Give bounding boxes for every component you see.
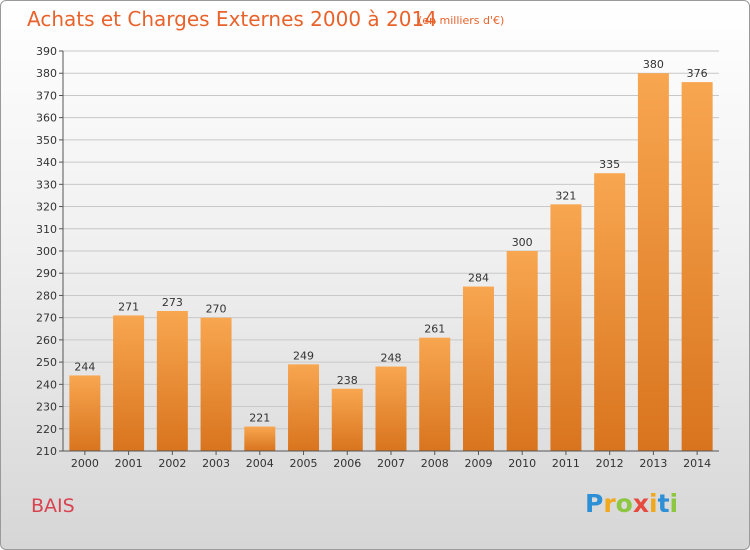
- y-tick-label: 210: [36, 445, 57, 458]
- y-tick-label: 240: [36, 378, 57, 391]
- y-tick-label: 360: [36, 112, 57, 125]
- data-label: 270: [206, 303, 227, 316]
- bar-2007: [375, 366, 407, 451]
- logo-letter: x: [632, 489, 649, 518]
- bar-2010: [506, 251, 538, 451]
- bar-2013: [637, 73, 669, 451]
- x-tick-label: 2013: [639, 457, 667, 470]
- data-label: 271: [118, 300, 139, 313]
- bars: 244 271 273 270 221 249 238 248 261 284 300 321 335 3…: [69, 58, 713, 451]
- bar-2011: [550, 204, 582, 451]
- x-tick-label: 2012: [596, 457, 624, 470]
- logo-letter: t: [657, 489, 670, 518]
- logo-letter: i: [669, 489, 679, 518]
- y-tick-label: 390: [36, 45, 57, 58]
- bar-2009: [462, 286, 494, 451]
- bar-2014: [681, 82, 713, 451]
- data-label: 244: [74, 360, 95, 373]
- data-label: 284: [468, 272, 489, 285]
- y-tick-label: 350: [36, 134, 57, 147]
- logo-letter: P: [585, 489, 604, 518]
- chart-title: Achats et Charges Externes 2000 à 2014: [27, 7, 437, 31]
- bar-2006: [331, 388, 363, 451]
- x-tick-label: 2011: [552, 457, 580, 470]
- data-label: 261: [424, 323, 445, 336]
- data-label: 221: [249, 412, 270, 425]
- logo-letter: r: [603, 489, 616, 518]
- x-tick-label: 2010: [508, 457, 536, 470]
- x-tick-label: 2007: [377, 457, 405, 470]
- data-label: 321: [555, 189, 576, 202]
- y-tick-label: 250: [36, 356, 57, 369]
- bar-2004: [244, 426, 276, 451]
- y-tick-label: 330: [36, 178, 57, 191]
- y-tick-label: 300: [36, 245, 57, 258]
- data-label: 273: [162, 296, 183, 309]
- y-tick-label: 270: [36, 312, 57, 325]
- bar-2003: [200, 317, 232, 451]
- data-label: 238: [337, 374, 358, 387]
- data-label: 380: [643, 58, 664, 71]
- logo-letter: i: [649, 489, 658, 518]
- y-tick-label: 370: [36, 89, 57, 102]
- y-tick-label: 260: [36, 334, 57, 347]
- bar-2001: [113, 315, 145, 451]
- bar-2002: [156, 311, 188, 451]
- x-tick-label: 2004: [246, 457, 274, 470]
- data-label: 248: [381, 352, 402, 365]
- data-label: 300: [512, 236, 533, 249]
- x-tick-label: 2008: [421, 457, 449, 470]
- y-tick-label: 280: [36, 289, 57, 302]
- proxiti-logo[interactable]: Proxiti: [585, 489, 678, 518]
- y-tick-label: 380: [36, 67, 57, 80]
- x-tick-label: 2002: [158, 457, 186, 470]
- logo-letter: o: [615, 489, 633, 518]
- x-tick-label: 2000: [71, 457, 99, 470]
- x-tick-label: 2006: [333, 457, 361, 470]
- y-tick-label: 230: [36, 401, 57, 414]
- y-tick-label: 220: [36, 423, 57, 436]
- bar-2012: [594, 173, 626, 451]
- chart-subtitle: (en milliers d'€): [418, 14, 505, 27]
- data-label: 376: [687, 67, 708, 80]
- data-label: 335: [599, 158, 620, 171]
- bar-2000: [69, 375, 101, 451]
- x-tick-label: 2009: [464, 457, 492, 470]
- y-tick-label: 290: [36, 267, 57, 280]
- bar-2005: [288, 364, 320, 451]
- x-tick-label: 2003: [202, 457, 230, 470]
- bar-2008: [419, 337, 451, 451]
- y-tick-label: 340: [36, 156, 57, 169]
- axes: 210 220 230 240 250 260 270 280 290 300 310 320 330 3…: [36, 45, 719, 470]
- x-tick-label: 2001: [115, 457, 143, 470]
- y-tick-label: 320: [36, 201, 57, 214]
- data-label: 249: [293, 349, 314, 362]
- x-tick-label: 2005: [290, 457, 318, 470]
- x-tick-label: 2014: [683, 457, 711, 470]
- y-tick-label: 310: [36, 223, 57, 236]
- commune-name: BAIS: [31, 495, 75, 517]
